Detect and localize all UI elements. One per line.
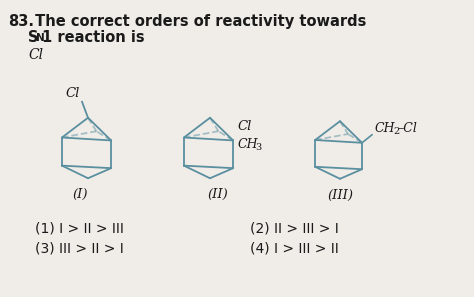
Text: Cl: Cl xyxy=(237,120,252,133)
Text: Cl: Cl xyxy=(65,87,80,100)
Text: (3) III > II > I: (3) III > II > I xyxy=(35,241,124,255)
Text: (II): (II) xyxy=(208,188,228,201)
Text: S: S xyxy=(28,30,38,45)
Text: (1) I > II > III: (1) I > II > III xyxy=(35,222,124,236)
Text: –Cl: –Cl xyxy=(398,122,418,135)
Text: N: N xyxy=(36,33,45,43)
Text: 3: 3 xyxy=(255,143,261,152)
Text: 2: 2 xyxy=(393,127,399,136)
Text: (III): (III) xyxy=(327,189,353,202)
Text: (4) I > III > II: (4) I > III > II xyxy=(250,241,339,255)
Text: CH: CH xyxy=(237,138,257,151)
Text: CH: CH xyxy=(375,122,395,135)
Text: 1 reaction is: 1 reaction is xyxy=(42,30,145,45)
Text: The correct orders of reactivity towards: The correct orders of reactivity towards xyxy=(30,14,366,29)
Text: Cl: Cl xyxy=(28,48,43,62)
Text: 83.: 83. xyxy=(8,14,34,29)
Text: (I): (I) xyxy=(72,188,88,201)
Text: (2) II > III > I: (2) II > III > I xyxy=(250,222,339,236)
